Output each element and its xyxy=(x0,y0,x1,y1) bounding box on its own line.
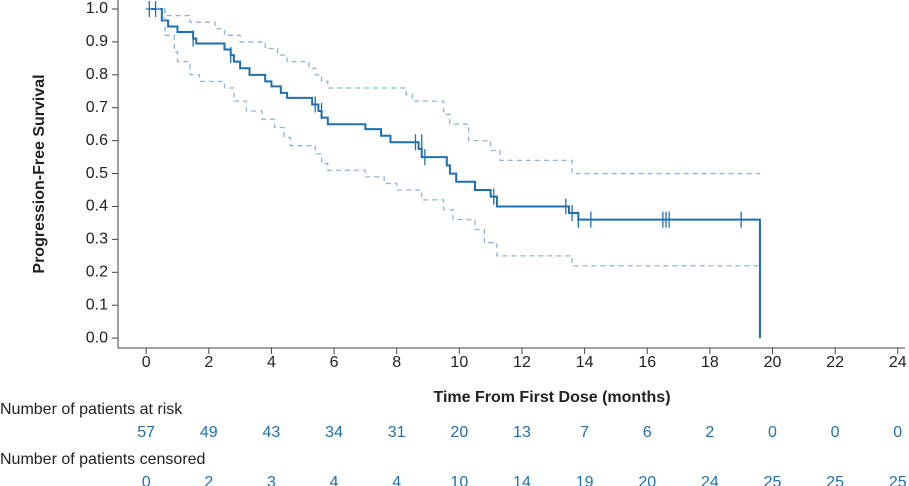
y-tick-label: 0.3 xyxy=(86,231,108,248)
x-axis-title: Time From First Dose (months) xyxy=(433,389,670,406)
x-tick-label: 12 xyxy=(513,354,531,371)
x-tick-label: 14 xyxy=(576,354,594,371)
risk-value: 43 xyxy=(263,424,281,441)
x-tick-label: 24 xyxy=(889,354,907,371)
y-tick-label: 0.1 xyxy=(86,296,108,313)
x-tick-label: 6 xyxy=(330,354,339,371)
risk-row-label: Number of patients censored xyxy=(0,451,205,468)
x-tick-label: 4 xyxy=(267,354,276,371)
risk-value: 49 xyxy=(200,424,218,441)
risk-value: 34 xyxy=(325,424,343,441)
x-tick-label: 18 xyxy=(701,354,719,371)
x-tick-label: 20 xyxy=(764,354,782,371)
risk-value: 25 xyxy=(764,474,782,486)
y-tick-label: 0.5 xyxy=(86,165,108,182)
risk-value: 2 xyxy=(204,474,213,486)
x-tick-label: 10 xyxy=(450,354,468,371)
x-tick-label: 16 xyxy=(638,354,656,371)
risk-value: 0 xyxy=(893,424,902,441)
y-tick-label: 0.6 xyxy=(86,132,108,149)
risk-value: 4 xyxy=(392,474,401,486)
risk-value: 0 xyxy=(831,424,840,441)
x-tick-label: 8 xyxy=(392,354,401,371)
y-tick-label: 0.0 xyxy=(86,329,108,346)
y-tick-label: 0.7 xyxy=(86,99,108,116)
ci-line xyxy=(146,8,760,267)
risk-value: 2 xyxy=(705,424,714,441)
risk-value: 13 xyxy=(513,424,531,441)
y-tick-label: 0.4 xyxy=(86,198,108,215)
x-tick-label: 22 xyxy=(826,354,844,371)
risk-value: 0 xyxy=(768,424,777,441)
risk-value: 6 xyxy=(643,424,652,441)
risk-value: 4 xyxy=(330,474,339,486)
survival-line xyxy=(146,8,761,339)
risk-value: 20 xyxy=(638,474,656,486)
y-tick-label: 0.8 xyxy=(86,66,108,83)
y-axis-title: Progression-Free Survival xyxy=(31,74,48,273)
x-tick-label: 2 xyxy=(204,354,213,371)
y-tick-label: 0.2 xyxy=(86,264,108,281)
risk-value: 10 xyxy=(450,474,468,486)
risk-row-label: Number of patients at risk xyxy=(0,401,183,418)
risk-value: 25 xyxy=(889,474,907,486)
y-tick-label: 0.9 xyxy=(86,33,108,50)
risk-value: 19 xyxy=(576,474,594,486)
risk-value: 20 xyxy=(450,424,468,441)
risk-value: 14 xyxy=(513,474,531,486)
risk-value: 57 xyxy=(137,424,155,441)
risk-value: 0 xyxy=(142,474,151,486)
risk-value: 25 xyxy=(826,474,844,486)
y-tick-label: 1.0 xyxy=(86,0,108,17)
x-tick-label: 0 xyxy=(142,354,151,371)
ci-line xyxy=(146,8,760,175)
risk-value: 3 xyxy=(267,474,276,486)
risk-value: 24 xyxy=(701,474,719,486)
risk-value: 7 xyxy=(580,424,589,441)
risk-value: 31 xyxy=(388,424,406,441)
